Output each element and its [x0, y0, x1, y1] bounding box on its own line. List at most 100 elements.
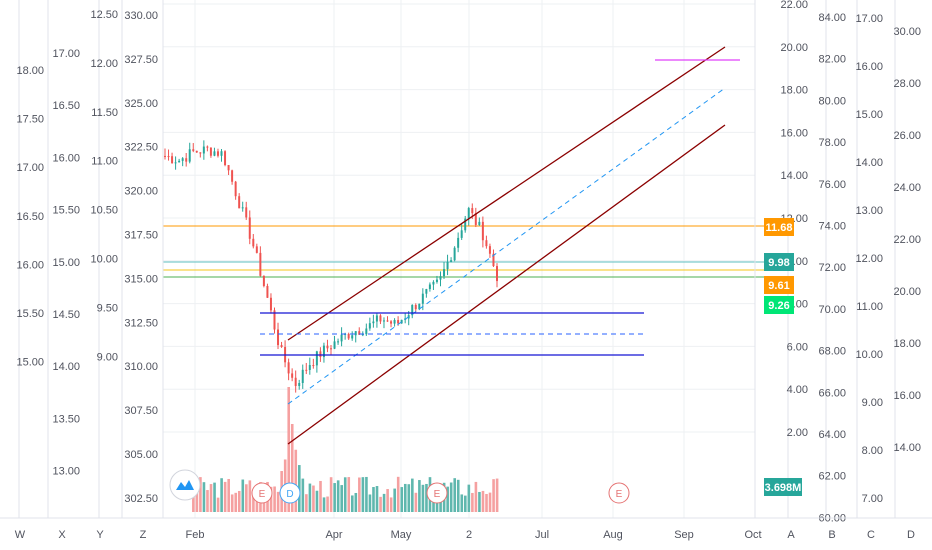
horizontal-levels	[163, 225, 765, 278]
candle-body	[248, 217, 251, 239]
price-label: 9.26	[768, 300, 789, 312]
candle-body	[252, 238, 255, 247]
candle-body	[238, 196, 241, 209]
candle-body	[478, 221, 481, 225]
candle-body	[188, 149, 191, 162]
volume-bar	[396, 476, 400, 512]
candle-body	[262, 275, 265, 286]
price-label-bg	[764, 296, 794, 314]
volume-bar	[329, 477, 333, 512]
right-axis-tick: 13.00	[855, 205, 883, 217]
volume-bar	[446, 486, 449, 512]
right-axis-tick: 6.00	[787, 341, 808, 353]
volume-bar	[237, 490, 241, 512]
candle-body	[312, 365, 315, 367]
volume-bar	[358, 477, 361, 512]
volume-bar	[234, 492, 238, 512]
volume-bar	[425, 483, 428, 512]
volume-bar	[312, 485, 315, 512]
candle-body	[241, 207, 244, 209]
candle-body	[354, 331, 357, 336]
event-marker-label: E	[616, 489, 623, 500]
volume-bar	[456, 479, 460, 512]
left-axis-tick: 17.50	[16, 114, 44, 126]
right-axis-tick: 12.00	[855, 253, 883, 265]
axis-letter: B	[828, 529, 835, 541]
candlesticks	[164, 140, 498, 393]
left-axis-tick: 17.00	[52, 48, 80, 60]
left-axis-tick: 9.50	[97, 302, 118, 314]
volume-bar	[347, 477, 351, 512]
candle-body	[435, 279, 438, 282]
volume-bar	[319, 480, 322, 512]
candle-body	[277, 329, 280, 346]
volume-bar	[336, 480, 340, 512]
candle-body	[206, 146, 209, 148]
volume-bar	[421, 484, 425, 512]
left-axis-tick: 302.50	[124, 493, 158, 505]
volume-bar	[471, 492, 474, 512]
candle-body	[322, 345, 325, 358]
candle-body	[280, 345, 283, 347]
price-label-bg	[764, 276, 794, 294]
volume-bar	[464, 495, 467, 512]
candle-body	[340, 334, 343, 342]
candle-body	[227, 165, 230, 171]
candle-body	[460, 230, 463, 238]
volume-bar	[333, 483, 336, 512]
right-axis-tick: 18.00	[780, 85, 808, 97]
price-label: 9.98	[768, 257, 789, 269]
left-axis-tick: 14.50	[52, 309, 80, 321]
candle-body	[178, 160, 181, 163]
volume-bar	[230, 494, 234, 512]
event-marker-label: E	[434, 489, 441, 500]
price-label: 11.68	[766, 222, 793, 234]
candle-body	[453, 247, 456, 261]
volume-bar	[290, 424, 294, 512]
volume-bar	[213, 482, 216, 512]
time-label: Sep	[674, 529, 694, 541]
event-marker-circle	[608, 482, 630, 504]
left-axis-tick: 15.50	[52, 205, 80, 217]
volume-bar	[365, 476, 368, 512]
candle-body	[305, 369, 308, 371]
left-axis-tick: 15.50	[16, 308, 44, 320]
candle-body	[291, 373, 294, 378]
candle-body	[481, 221, 484, 241]
candle-body	[213, 151, 216, 156]
volume-bar	[245, 484, 248, 512]
candle-body	[347, 333, 350, 339]
candle-body	[393, 320, 396, 324]
volume-bar	[386, 489, 389, 512]
event-marker-label: D	[286, 489, 293, 500]
volume-bar	[403, 483, 407, 512]
volume-bar	[220, 478, 223, 512]
volume-bar	[227, 478, 230, 512]
candle-body	[439, 276, 442, 280]
time-label: Jul	[535, 529, 549, 541]
candle-body	[457, 237, 460, 248]
volume-bar	[467, 484, 471, 512]
candle-body	[199, 152, 202, 154]
grid	[163, 0, 755, 518]
volume-bar	[192, 489, 195, 512]
volume-bar	[343, 477, 347, 512]
right-axis-tick: 66.00	[818, 387, 846, 399]
candle-body	[400, 319, 403, 324]
event-marker-label: E	[259, 489, 266, 500]
candle-body	[485, 240, 488, 247]
right-axis-tick: 30.00	[893, 26, 921, 38]
logo-icon-shape	[176, 480, 194, 490]
left-axis-tick: 310.00	[124, 361, 158, 373]
volume-bar	[216, 497, 220, 512]
axis-letter: X	[58, 529, 66, 541]
right-axis-tick: 68.00	[818, 346, 846, 358]
candle-body	[273, 310, 276, 330]
left-axis-tick: 317.50	[124, 230, 158, 242]
left-axis-tick: 312.50	[124, 317, 158, 329]
candle-body	[202, 146, 205, 154]
left-axis-tick: 10.00	[90, 254, 118, 266]
axis-letter: D	[907, 529, 915, 541]
volume-bar	[478, 491, 481, 512]
candle-body	[220, 151, 223, 156]
